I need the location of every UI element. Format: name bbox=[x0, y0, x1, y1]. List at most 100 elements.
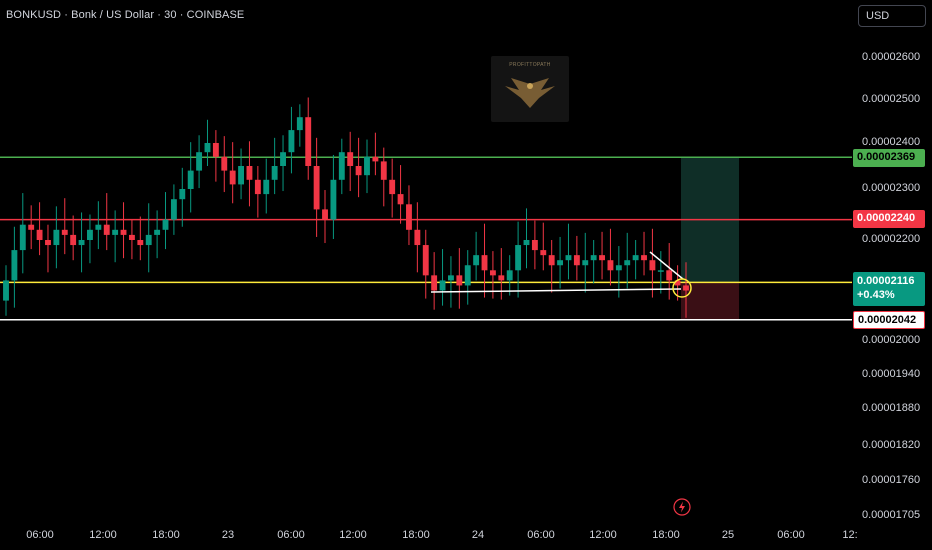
candle-body bbox=[599, 255, 605, 261]
candle-body bbox=[87, 229, 93, 240]
candle-body bbox=[573, 255, 580, 266]
candle-body bbox=[641, 255, 647, 261]
candle-body bbox=[271, 166, 278, 180]
last-price-value: 0.00002116 bbox=[857, 275, 915, 287]
candle-body bbox=[456, 275, 463, 286]
candle-body bbox=[473, 255, 480, 266]
candle-body bbox=[204, 143, 211, 153]
candle-body bbox=[364, 156, 370, 176]
last-price-tag: 0.00002116 +0.43% bbox=[853, 272, 925, 306]
candle-body bbox=[212, 143, 219, 157]
candle-body bbox=[674, 280, 681, 286]
flash-icon[interactable] bbox=[673, 498, 691, 516]
candle-body bbox=[548, 255, 555, 266]
candle-body bbox=[481, 255, 488, 271]
candle-body bbox=[590, 255, 597, 261]
candle-body bbox=[657, 270, 664, 272]
candle-body bbox=[666, 270, 673, 281]
candle-body bbox=[582, 260, 589, 266]
candle-body bbox=[103, 224, 110, 235]
candle-body bbox=[120, 229, 127, 235]
candle-body bbox=[3, 280, 9, 301]
candle-body bbox=[280, 152, 286, 166]
candle-body bbox=[683, 285, 689, 291]
candle-body bbox=[137, 240, 144, 246]
candle-body bbox=[414, 229, 421, 246]
take-profit-price-tag: 0.00002369 bbox=[853, 149, 925, 167]
candle-body bbox=[506, 270, 513, 281]
candle-body bbox=[313, 166, 320, 210]
chart-title: BONKUSD · Bonk / US Dollar · 30 · COINBA… bbox=[6, 9, 245, 21]
candle-body bbox=[221, 156, 228, 171]
candle-body bbox=[498, 275, 505, 281]
x-tick-label: 12: bbox=[842, 529, 858, 541]
candle-body bbox=[372, 156, 379, 162]
y-tick-label: 0.00002300 bbox=[862, 182, 921, 194]
candle-body bbox=[632, 255, 639, 261]
candle-body bbox=[170, 199, 177, 220]
candle-body bbox=[380, 161, 387, 180]
candle-body bbox=[515, 245, 522, 271]
x-tick-label: 24 bbox=[471, 529, 485, 541]
descending-trendline[interactable] bbox=[649, 251, 684, 280]
candle-body bbox=[95, 224, 102, 230]
candle-body bbox=[540, 250, 547, 256]
candle-body bbox=[154, 229, 161, 235]
candle-body bbox=[464, 265, 471, 286]
candle-body bbox=[246, 166, 253, 180]
candle-body bbox=[615, 265, 622, 271]
y-tick-label: 0.00002200 bbox=[862, 233, 921, 245]
y-tick-label: 0.00001760 bbox=[862, 474, 921, 486]
x-tick-label: 06:00 bbox=[26, 529, 54, 541]
candle-body bbox=[439, 280, 446, 291]
x-tick-label: 25 bbox=[721, 529, 735, 541]
candle-body bbox=[112, 229, 119, 235]
stop-loss-price-tag: 0.00002042 bbox=[853, 311, 925, 329]
candle-body bbox=[238, 166, 244, 185]
entry-highlight-circle bbox=[672, 278, 692, 298]
x-tick-label: 18:00 bbox=[652, 529, 680, 541]
resistance-price-tag: 0.00002240 bbox=[853, 210, 925, 228]
currency-button[interactable]: USD bbox=[858, 5, 926, 27]
candle-body bbox=[422, 245, 429, 276]
candle-body bbox=[61, 229, 68, 235]
candle-body bbox=[19, 224, 26, 251]
candle-body bbox=[305, 117, 312, 166]
candle-body bbox=[36, 229, 43, 240]
candle-body bbox=[187, 170, 194, 189]
candle-body bbox=[355, 166, 362, 176]
x-tick-label: 12:00 bbox=[89, 529, 117, 541]
y-tick-label: 0.00002400 bbox=[862, 136, 921, 148]
candle-body bbox=[322, 209, 328, 220]
y-tick-label: 0.00001820 bbox=[862, 439, 921, 451]
y-tick-label: 0.00001940 bbox=[862, 368, 921, 380]
candle-body bbox=[128, 234, 135, 240]
last-price-change: +0.43% bbox=[857, 289, 895, 301]
y-tick-label: 0.00001880 bbox=[862, 402, 921, 414]
candle-body bbox=[11, 250, 18, 281]
candle-body bbox=[347, 152, 354, 166]
candle-body bbox=[28, 224, 35, 230]
support-trendline[interactable] bbox=[430, 288, 682, 293]
x-tick-label: 18:00 bbox=[402, 529, 430, 541]
candle-body bbox=[431, 275, 438, 291]
loss-zone bbox=[681, 282, 739, 320]
x-tick-label: 06:00 bbox=[527, 529, 555, 541]
x-tick-label: 12:00 bbox=[339, 529, 367, 541]
candle-body bbox=[162, 219, 169, 230]
candle-body bbox=[406, 204, 412, 230]
candle-body bbox=[397, 194, 404, 205]
y-tick-label: 0.00002000 bbox=[862, 334, 921, 346]
x-tick-label: 06:00 bbox=[777, 529, 805, 541]
candle-body bbox=[649, 260, 656, 271]
y-tick-label: 0.00001705 bbox=[862, 509, 921, 521]
y-tick-label: 0.00002600 bbox=[862, 51, 921, 63]
candle-body bbox=[448, 275, 454, 281]
candle-body bbox=[179, 189, 186, 200]
candle-body bbox=[288, 130, 295, 153]
candle-body bbox=[523, 240, 530, 246]
watermark: PROFITTOPATH bbox=[491, 56, 569, 122]
x-tick-label: 18:00 bbox=[152, 529, 180, 541]
candle-body bbox=[254, 179, 261, 195]
